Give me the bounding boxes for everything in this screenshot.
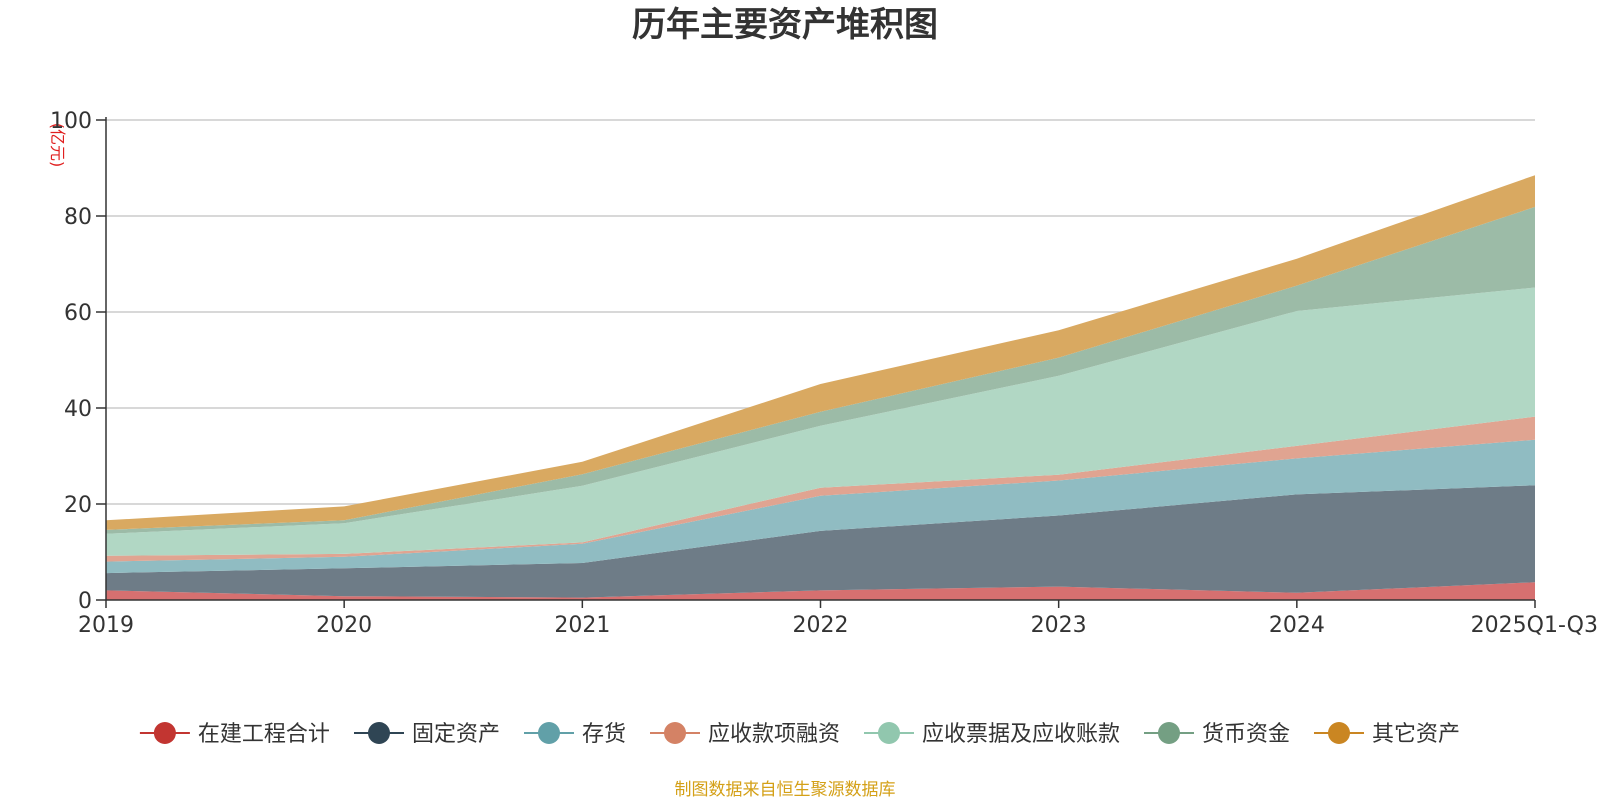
area-4[interactable]: [106, 416, 1535, 562]
legend-item[interactable]: 在建工程合计: [139, 722, 330, 747]
legend-marker-icon: [878, 722, 900, 744]
x-tick-label: 2021: [554, 613, 610, 638]
legend-marker-icon: [538, 722, 560, 744]
legend-marker-icon: [153, 722, 176, 744]
chart-title: 历年主要资产堆积图: [632, 5, 938, 45]
area-3[interactable]: [106, 439, 1535, 574]
legend[interactable]: 在建工程合计 固定资产 存货 应收款项融资 应收票据及应收账款 货币资金 其它资产: [139, 722, 1460, 747]
axes: 0 20 40 60 80 100 2019 2020 2021 2022 2023 2024 2025…: [50, 109, 1598, 638]
legend-label: 在建工程合计: [198, 722, 330, 747]
legend-label: 存货: [582, 722, 626, 747]
legend-label: 货币资金: [1202, 722, 1290, 747]
legend-marker-icon: [1328, 722, 1350, 744]
area-2[interactable]: [106, 485, 1535, 598]
source-note: 制图数据来自恒生聚源数据库: [675, 780, 896, 800]
y-tick-label: 100: [50, 109, 92, 134]
legend-label: 其它资产: [1372, 722, 1460, 747]
legend-label: 应收票据及应收账款: [922, 722, 1120, 747]
area-1[interactable]: [106, 582, 1535, 600]
legend-item[interactable]: 存货: [524, 722, 626, 747]
y-tick-label: 0: [78, 589, 92, 614]
legend-marker-icon: [1158, 722, 1180, 744]
x-tick-label: 2025Q1-Q3: [1471, 613, 1598, 638]
x-tick-label: 2023: [1031, 613, 1087, 638]
y-tick-label: 80: [64, 205, 92, 230]
x-tick-label: 2020: [316, 613, 372, 638]
legend-item[interactable]: 应收票据及应收账款: [864, 722, 1120, 747]
y-tick-label: 20: [64, 493, 92, 518]
legend-item[interactable]: 货币资金: [1144, 722, 1290, 747]
legend-item[interactable]: 固定资产: [354, 722, 500, 747]
y-tick-label: 60: [64, 301, 92, 326]
legend-item[interactable]: 其它资产: [1314, 722, 1460, 747]
legend-marker-icon: [664, 722, 686, 744]
y-axis-unit-label: (亿元): [48, 123, 67, 168]
x-tick-label: 2022: [793, 613, 849, 638]
legend-item[interactable]: 应收款项融资: [650, 722, 840, 747]
x-tick-label: 2024: [1269, 613, 1325, 638]
area-series: [106, 175, 1535, 600]
legend-label: 应收款项融资: [708, 722, 840, 747]
legend-marker-icon: [368, 722, 390, 744]
y-tick-label: 40: [64, 397, 92, 422]
legend-label: 固定资产: [412, 722, 500, 747]
area-5[interactable]: [106, 287, 1535, 556]
x-tick-label: 2019: [78, 613, 134, 638]
